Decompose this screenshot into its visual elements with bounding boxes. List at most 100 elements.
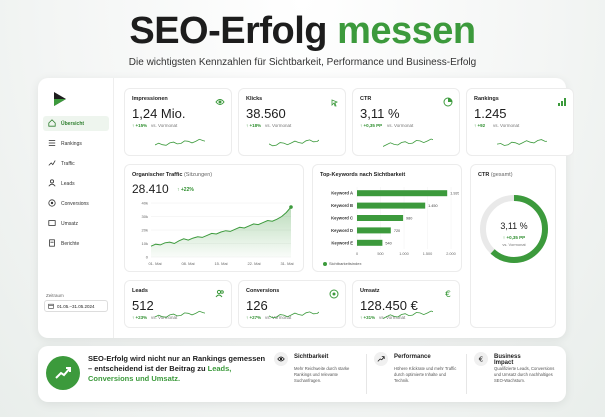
traffic-line xyxy=(150,206,292,247)
trend-icon xyxy=(48,159,61,169)
kpi-label: Conversions xyxy=(246,288,280,294)
summary-panel: SEO-Erfolg wird nicht nur an Rankings ge… xyxy=(38,346,566,402)
ctr-title: CTR (gesamt) xyxy=(478,172,513,178)
sidebar-item-berichte[interactable]: Berichte xyxy=(43,236,109,251)
document-icon xyxy=(48,238,61,249)
y-tick-label: 40k xyxy=(142,201,148,206)
kpi-vs: vs. Vormonat xyxy=(387,123,414,128)
feature-title: Sichtbarkeit xyxy=(294,354,329,360)
kpi-card-rankings[interactable]: Rankings 1.245 ↑ +92 vs. Vormonat xyxy=(466,88,574,156)
trend-up-icon xyxy=(374,352,388,366)
kpi-delta-text: +15% xyxy=(135,123,148,128)
wallet-icon xyxy=(48,219,61,229)
keyword-bar xyxy=(357,239,383,246)
kpi-vs: vs. Vormonat xyxy=(265,123,292,128)
feature-divider xyxy=(366,354,367,394)
keywords-card: Top-Keywords nach Sichtbarkeit 0 500 1.000… xyxy=(312,164,462,272)
keywords-legend: Sichtbarkeitsindex xyxy=(323,261,361,266)
traffic-chart: 40k 30k 20k 10k 001. Mai 08. Mai 15. Mai 22. Ma… xyxy=(142,201,294,267)
period-selector[interactable]: 01.05.–31.05.2024 xyxy=(44,300,108,312)
ctr-title-text: CTR xyxy=(478,172,490,178)
sparkline xyxy=(269,139,319,147)
kpi-value: 3,11 % xyxy=(360,106,400,121)
period-value: 01.05.–31.05.2024 xyxy=(57,303,95,309)
target-icon xyxy=(48,198,61,209)
kpi-delta: ↑ +92 xyxy=(474,123,486,128)
bar-value-label: 980 xyxy=(406,217,412,221)
kpi-value: 512 xyxy=(132,298,154,313)
x-tick-label: 15. Mai xyxy=(214,261,227,266)
kpi-vs: vs. Vormonat xyxy=(379,315,406,320)
target-icon xyxy=(329,286,339,299)
sidebar-item-conversions[interactable]: Conversions xyxy=(43,196,109,211)
kpi-card-klicks[interactable]: Klicks 38.560 ↑ +18% vs. Vormonat xyxy=(238,88,346,156)
period-label: Zeitraum xyxy=(46,293,64,298)
ctr-title-suffix: (gesamt) xyxy=(490,172,513,178)
kpi-delta-text: +0,35 PP xyxy=(363,123,383,128)
sidebar-item-label: Rankings xyxy=(61,140,82,147)
kpi-card-umsatz[interactable]: Umsatz €128.450 € ↑ +31% vs. Vormonat xyxy=(352,280,460,328)
keyword-bar xyxy=(357,227,391,234)
cursor-click-icon xyxy=(329,94,339,107)
kpi-value: 38.560 xyxy=(246,106,286,121)
kpi-value: 126 xyxy=(246,298,268,313)
title-main: SEO-Erfolg xyxy=(129,10,328,52)
kpi-sparkline-chart xyxy=(497,139,547,146)
x-tick-label: 1.000 xyxy=(399,252,409,256)
sparkline xyxy=(383,310,433,319)
ctr-delta: ↑ +0,35 PP xyxy=(502,235,526,240)
svg-text:€: € xyxy=(445,290,451,299)
kpi-delta-text: +27% xyxy=(249,315,262,320)
kpi-card-impressionen[interactable]: Impressionen 1,24 Mio. ↑ +15% vs. Vormonat xyxy=(124,88,232,156)
summary-text-part2: Leads, Conversions und Umsatz. xyxy=(88,364,232,383)
kpi-card-ctr[interactable]: CTR 3,11 % ↑ +0,35 PP vs. Vormonat xyxy=(352,88,460,156)
title-accent: messen xyxy=(337,10,476,52)
sidebar-item-traffic[interactable]: Traffic xyxy=(43,156,109,171)
kpi-card-conversions[interactable]: Conversions 126 ↑ +27% vs. Vormonat xyxy=(238,280,346,328)
kpi-vs: vs. Vormonat xyxy=(265,315,292,320)
kpi-label: Impressionen xyxy=(132,96,168,102)
y-tick-label: 20k xyxy=(142,228,148,233)
kpi-label: Klicks xyxy=(246,96,263,102)
sidebar-item-rankings[interactable]: Rankings xyxy=(43,136,109,151)
logo-icon xyxy=(54,92,66,106)
sidebar-item-label: Umsatz xyxy=(61,220,78,227)
bar-chart-icon xyxy=(557,94,567,106)
keyword-bar xyxy=(357,215,404,221)
user-icon xyxy=(48,178,61,189)
kpi-value: 1,24 Mio. xyxy=(132,106,186,121)
summary-text-part1: SEO-Erfolg wird nicht nur an Rankings ge… xyxy=(88,354,266,373)
feature-title: Performance xyxy=(394,354,431,360)
category-label: Keyword D xyxy=(331,228,353,233)
kpi-sparkline-chart xyxy=(383,310,433,319)
sidebar-item-leads[interactable]: Leads xyxy=(43,176,109,191)
ctr-vs: vs. Vormonat xyxy=(502,242,526,247)
page-title: SEO-Erfolg messen xyxy=(0,10,605,53)
feature-divider xyxy=(466,354,467,394)
keywords-legend-text: Sichtbarkeitsindex xyxy=(329,261,362,266)
home-icon xyxy=(48,118,61,129)
kpi-vs: vs. Vormonat xyxy=(151,123,178,128)
y-tick-label: 10k xyxy=(142,241,148,246)
traffic-delta: ↑ +22% xyxy=(177,187,194,193)
eye-icon xyxy=(215,94,225,105)
kpi-vs: vs. Vormonat xyxy=(151,315,178,320)
kpi-delta: ↑ +27% xyxy=(246,315,262,320)
feature-description: Mehr Reichweite durch starke Rankings un… xyxy=(294,366,350,383)
sparkline xyxy=(269,311,319,319)
x-tick-label: 0 xyxy=(356,252,358,256)
ctr-delta-text: +0,35 PP xyxy=(506,235,526,240)
kpi-sparkline-chart xyxy=(155,138,205,146)
x-tick-label: 2.000 xyxy=(446,252,456,256)
list-icon xyxy=(48,139,61,149)
x-tick-label: 22. Mai xyxy=(247,261,260,266)
legend-dot xyxy=(323,261,327,266)
kpi-label: CTR xyxy=(360,96,372,102)
sidebar-item-bersicht[interactable]: Übersicht xyxy=(43,116,109,131)
kpi-card-leads[interactable]: Leads 512 ↑ +23% vs. Vormonat xyxy=(124,280,232,328)
kpi-sparkline-chart xyxy=(383,138,433,147)
sparkline xyxy=(155,138,205,146)
euro-icon: € xyxy=(443,286,453,300)
sidebar-item-umsatz[interactable]: Umsatz xyxy=(43,216,109,231)
dashboard-window: Übersicht Rankings Traffic Leads Conversions… xyxy=(38,78,574,338)
